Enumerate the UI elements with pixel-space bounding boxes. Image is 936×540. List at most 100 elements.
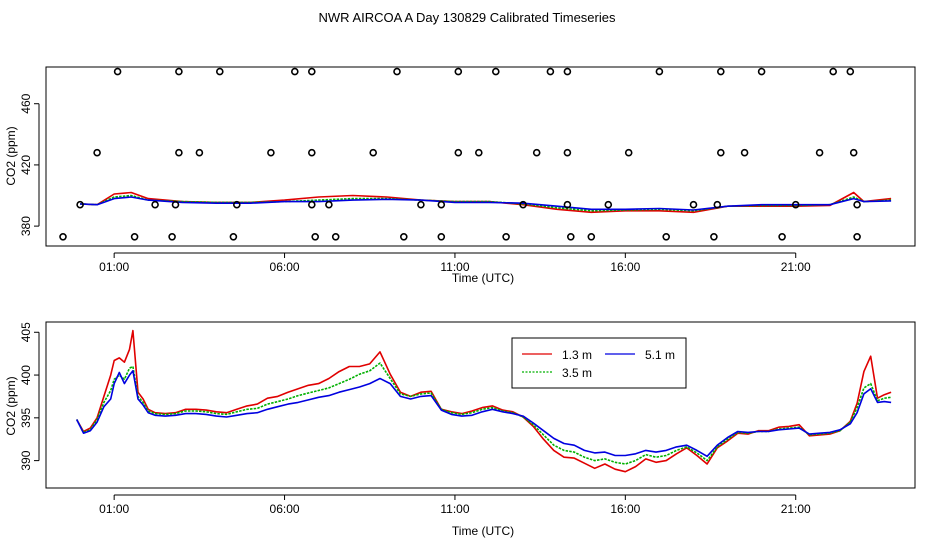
calibration-point	[113, 67, 122, 76]
top-panel: 01:00 06:00 11:00 16:00 21:00 380 420 460 Time…	[4, 66, 916, 285]
calibration-point	[846, 67, 855, 76]
top-y-axis-label: CO2 (ppm)	[4, 126, 18, 185]
calibration-point	[716, 148, 725, 157]
bottom-series-line-5-1-m	[75, 369, 892, 458]
calibration-point	[417, 200, 425, 209]
top-y-tick-label: 380	[19, 216, 33, 236]
calibration-point	[229, 233, 238, 241]
top-x-axis: 01:00 06:00 11:00 16:00 21:00	[99, 252, 811, 274]
top-plot-frame	[45, 66, 916, 247]
legend-box	[511, 337, 687, 389]
calibration-point	[393, 67, 401, 76]
calibration-point	[369, 148, 378, 157]
top-x-tick-label: 01:00	[99, 260, 129, 274]
calibration-point	[454, 148, 463, 157]
calibration-point	[474, 148, 483, 157]
calibration-point	[437, 200, 446, 209]
calibration-point	[757, 67, 766, 76]
calibration-point	[563, 148, 572, 157]
bottom-y-tick-label: 405	[19, 322, 33, 342]
top-y-tick-label: 460	[19, 93, 33, 113]
bottom-panel: 01:00 06:00 11:00 16:00 21:00 390 395 400 405 T…	[4, 321, 916, 538]
calibration-point	[168, 233, 176, 241]
calibration-point	[849, 148, 858, 157]
calibration-point	[454, 67, 463, 76]
calibration-point	[76, 200, 84, 209]
legend-label-5p1m: 5.1 m	[645, 348, 675, 362]
bottom-y-tick-label: 390	[19, 450, 33, 470]
calibration-point	[171, 200, 180, 209]
calibration-point	[307, 67, 316, 76]
legend: 1.3 m 3.5 m 5.1 m	[511, 337, 687, 389]
calibration-point	[325, 200, 333, 209]
top-y-tick-label: 420	[19, 155, 33, 175]
top-x-tick-label: 06:00	[270, 260, 300, 274]
calibration-point	[216, 67, 224, 76]
calibration-point	[815, 148, 824, 157]
top-series-lines	[80, 191, 892, 214]
calibration-point	[437, 233, 446, 241]
top-y-axis: 380 420 460	[19, 93, 40, 236]
bottom-x-tick-label: 01:00	[99, 502, 129, 516]
calibration-point	[93, 148, 101, 157]
calibration-point	[740, 148, 749, 157]
chart-title: NWR AIRCOA A Day 130829 Calibrated Times…	[319, 10, 616, 25]
calibration-point	[791, 200, 800, 209]
top-x-tick-label: 11:00	[440, 260, 469, 274]
calibration-point	[604, 200, 613, 209]
bottom-series-line-1-3-m	[76, 329, 892, 473]
calibration-point	[130, 233, 139, 241]
calibration-point	[662, 233, 671, 241]
bottom-x-tick-label: 11:00	[440, 502, 469, 516]
calibration-point	[563, 200, 572, 209]
calibration-point	[307, 148, 316, 157]
calibration-point	[587, 233, 596, 241]
bottom-y-axis-label: CO2 (ppm)	[4, 376, 18, 435]
calibration-point	[175, 67, 183, 76]
bottom-plot-frame	[45, 321, 916, 489]
bottom-y-tick-label: 395	[19, 408, 33, 428]
calibration-point	[853, 233, 861, 241]
top-x-tick-label: 21:00	[781, 260, 811, 274]
calibration-point	[829, 67, 838, 76]
bottom-x-axis-label: Time (UTC)	[452, 524, 514, 538]
top-calibration-points	[59, 67, 861, 241]
bottom-y-tick-label: 400	[19, 365, 33, 385]
top-x-axis-label: Time (UTC)	[452, 271, 514, 285]
calibration-point	[624, 148, 633, 157]
calibration-point	[290, 67, 299, 76]
bottom-x-tick-label: 16:00	[610, 502, 640, 516]
top-series-line-5-1-m	[80, 196, 892, 211]
calibration-point	[267, 148, 275, 157]
calibration-point	[566, 233, 575, 241]
calibration-point	[563, 67, 572, 76]
legend-label-3p5m: 3.5 m	[562, 366, 592, 380]
calibration-point	[519, 200, 527, 209]
calibration-point	[713, 200, 722, 209]
calibration-point	[311, 233, 320, 241]
calibration-point	[331, 233, 340, 241]
bottom-series-lines	[75, 329, 892, 473]
calibration-point	[716, 67, 725, 76]
calibration-point	[710, 233, 718, 241]
top-x-tick-label: 16:00	[610, 260, 640, 274]
bottom-y-axis: 390 395 400 405	[19, 322, 40, 471]
calibration-point	[655, 67, 664, 76]
legend-label-1p3m: 1.3 m	[562, 348, 592, 362]
bottom-x-axis: 01:00 06:00 11:00 16:00 21:00	[99, 494, 811, 516]
calibration-point	[532, 148, 541, 157]
calibration-point	[778, 233, 786, 241]
calibration-point	[307, 200, 316, 209]
calibration-point	[689, 200, 698, 209]
calibration-point	[175, 148, 183, 157]
bottom-x-tick-label: 21:00	[781, 502, 811, 516]
calibration-point	[233, 200, 241, 209]
calibration-point	[151, 200, 159, 209]
bottom-x-tick-label: 06:00	[270, 502, 300, 516]
calibration-point	[59, 233, 67, 241]
calibration-point	[195, 148, 204, 157]
calibration-point	[853, 200, 861, 209]
calibration-point	[502, 233, 510, 241]
calibration-point	[546, 67, 555, 76]
